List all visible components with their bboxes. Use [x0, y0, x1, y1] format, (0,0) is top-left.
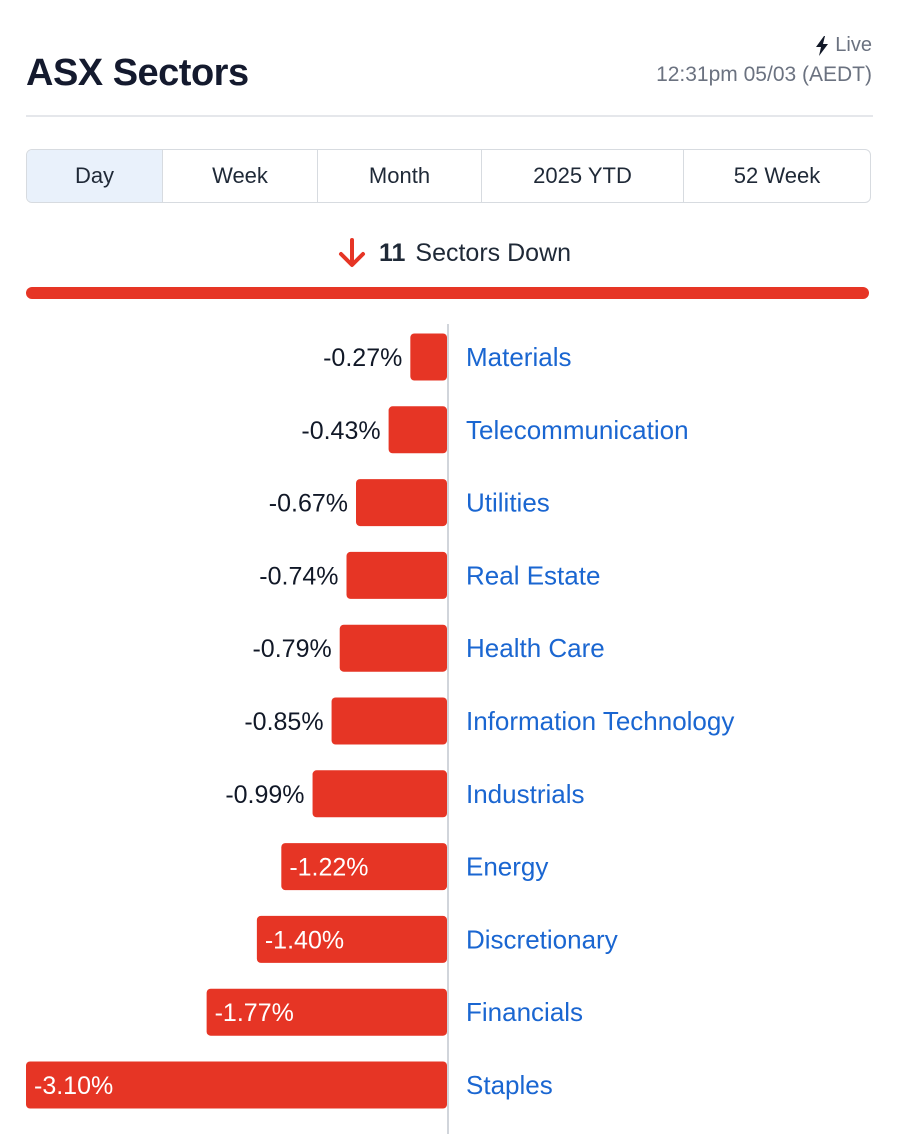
sector-link[interactable]: Health Care — [466, 633, 605, 663]
sector-bar — [388, 406, 447, 454]
period-tabs: Day Week Month 2025 YTD 52 Week — [26, 149, 871, 203]
sector-link[interactable]: Discretionary — [466, 924, 618, 954]
sector-link[interactable]: Financials — [466, 997, 583, 1027]
sector-link[interactable]: Industrials — [466, 779, 585, 809]
bar-value-label: -3.10% — [34, 1072, 113, 1100]
bar-value-label: -0.85% — [244, 708, 323, 736]
bar-value-label: -1.77% — [215, 999, 294, 1027]
sector-bar — [346, 551, 447, 599]
sector-bar — [339, 624, 447, 672]
sector-bar — [256, 915, 447, 963]
sectors-down-text: Sectors Down — [415, 238, 572, 267]
sectors-down-count: 11 — [378, 238, 406, 267]
sector-link[interactable]: Staples — [466, 1070, 553, 1100]
sectors-summary: 11 Sectors Down — [0, 236, 906, 270]
bar-value-label: -0.43% — [301, 417, 380, 445]
tab-day[interactable]: Day — [27, 150, 163, 202]
tab-2025-ytd[interactable]: 2025 YTD — [482, 150, 684, 202]
tab-week[interactable]: Week — [163, 150, 318, 202]
live-label: Live — [835, 34, 872, 56]
arrow-down-icon — [338, 238, 365, 267]
live-indicator: Live — [815, 34, 872, 57]
bar-value-label: -1.40% — [265, 926, 344, 954]
sector-link[interactable]: Real Estate — [466, 560, 600, 590]
breadth-bar — [26, 287, 869, 299]
bar-value-label: -0.99% — [225, 781, 304, 809]
bar-value-label: -0.67% — [269, 490, 348, 518]
sector-link[interactable]: Energy — [466, 852, 548, 882]
sector-link[interactable]: Information Technology — [466, 706, 734, 736]
sector-bar — [312, 770, 447, 818]
bar-value-label: -0.27% — [323, 344, 402, 372]
sector-bar-chart: -0.27% Materials -0.43% Telecommunication -0… — [26, 324, 734, 1134]
tab-month[interactable]: Month — [318, 150, 482, 202]
sector-bar — [281, 843, 447, 891]
tab-52-week[interactable]: 52 Week — [733, 163, 821, 188]
sector-bar — [331, 697, 447, 745]
sector-bar — [410, 333, 447, 381]
bar-value-label: -0.74% — [259, 562, 338, 590]
page-title: ASX Sectors — [26, 52, 249, 94]
sector-link[interactable]: Telecommunication — [466, 415, 689, 445]
bar-value-label: -0.79% — [252, 635, 331, 663]
lightning-icon — [816, 35, 829, 56]
bar-value-label: -1.22% — [289, 854, 368, 882]
sector-bar — [26, 1061, 447, 1109]
sector-bar — [206, 988, 447, 1036]
sector-bar — [356, 479, 447, 527]
header-divider — [26, 115, 873, 117]
timestamp: 12:31pm 05/03 (AEDT) — [656, 63, 872, 86]
sector-link[interactable]: Materials — [466, 342, 571, 372]
sector-link[interactable]: Utilities — [466, 488, 550, 518]
